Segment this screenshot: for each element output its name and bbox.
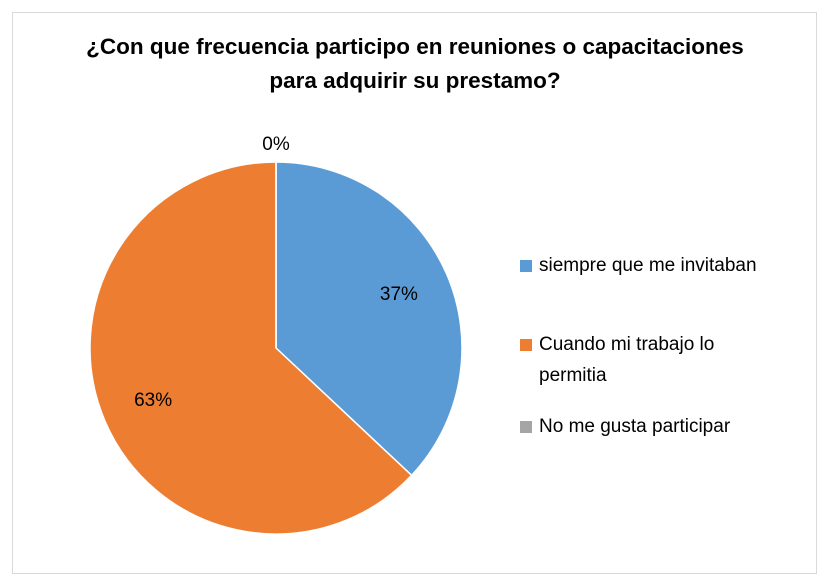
legend-label: No me gusta participar xyxy=(539,416,731,437)
chart-frame xyxy=(12,12,817,574)
legend-label: Cuando mi trabajo lo permitia xyxy=(539,334,715,386)
legend-item: siempre que me invitaban xyxy=(520,250,770,281)
data-label: 0% xyxy=(262,134,290,155)
data-label: 63% xyxy=(134,390,172,411)
chart-title: ¿Con que frecuencia participo en reunion… xyxy=(86,34,744,93)
legend-item: No me gusta participar xyxy=(520,411,770,442)
pie-slice xyxy=(89,161,413,535)
legend-swatch xyxy=(520,421,532,433)
legend-swatch xyxy=(520,339,532,351)
legend-item: Cuando mi trabajo lo permitia xyxy=(520,329,770,391)
pie-slice xyxy=(275,161,463,477)
legend-label: siempre que me invitaban xyxy=(539,255,757,276)
data-label: 37% xyxy=(380,284,418,305)
legend-swatch xyxy=(520,260,532,272)
